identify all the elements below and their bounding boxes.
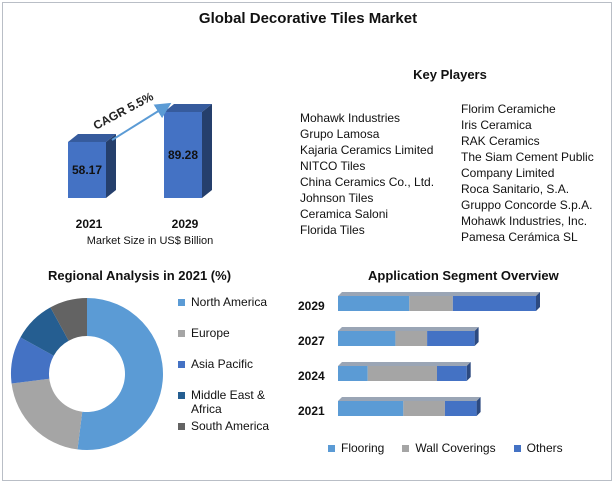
legend-label: Middle East & Africa [191, 388, 266, 416]
key-player-item: Florim Ceramiche [461, 102, 556, 116]
application-bar-top [338, 292, 540, 296]
legend-label: North America [191, 295, 268, 309]
application-year-label: 2024 [298, 369, 325, 383]
legend-swatch [178, 330, 185, 337]
application-bar-segment [338, 331, 396, 346]
legend-swatch [178, 361, 185, 368]
donut-slice [77, 298, 163, 450]
application-bar-chart: 2029 2027 2024 2021 [298, 292, 540, 418]
legend-swatch [402, 445, 410, 452]
application-legend-item: Flooring [328, 441, 384, 455]
regional-legend: North America Europe Asia Pacific Middle Ea… [178, 295, 288, 450]
application-bar-segment [427, 331, 475, 346]
application-bar-segment [437, 366, 467, 381]
key-players-col2: Florim Ceramiche Iris Ceramica RAK Ceramic… [461, 101, 594, 245]
key-player-item: Pamesa Cerámica SL [461, 230, 578, 244]
donut-slice [50, 298, 87, 341]
key-player-item: Florida Tiles [300, 223, 365, 237]
key-player-item: Mohawk Industries [300, 111, 401, 125]
legend-label: Others [526, 441, 563, 455]
cagr-label: CAGR 5.5% [91, 89, 156, 133]
application-bar-top [338, 397, 481, 401]
legend-swatch [178, 392, 185, 399]
application-year-label: 2021 [298, 404, 325, 418]
legend-label: Europe [191, 326, 230, 340]
application-legend-item: Others [513, 441, 563, 455]
key-player-item: Mohawk Industries, Inc. [461, 214, 588, 228]
application-bar-segment [338, 366, 368, 381]
key-player-item: Johnson Tiles [300, 191, 374, 205]
regional-donut-chart [11, 298, 163, 450]
application-heading: Application Segment Overview [368, 268, 559, 283]
application-bar-side [536, 292, 540, 311]
page-title: Global Decorative Tiles Market [198, 10, 418, 27]
key-player-item: Gruppo Concorde S.p.A. [461, 198, 593, 212]
application-bar-side [476, 397, 481, 416]
key-players-col1: Mohawk Industries Grupo Lamosa Kajaria Cer… [300, 110, 434, 238]
region-legend-item: South America [178, 419, 288, 433]
application-bar-segment [403, 401, 445, 416]
market-bar-side [106, 133, 116, 198]
application-bar-segment [395, 331, 428, 346]
legend-swatch [513, 445, 521, 452]
application-year-label: 2029 [298, 299, 325, 313]
key-player-item: The Siam Cement Public [461, 150, 594, 164]
application-bar-side [474, 327, 479, 346]
application-bar-segment [409, 296, 453, 311]
key-player-item: NITCO Tiles [300, 159, 366, 173]
legend-label: Asia Pacific [191, 357, 254, 371]
key-player-item: Grupo Lamosa [300, 127, 380, 141]
application-legend: Flooring Wall Coverings Others [328, 441, 563, 455]
market-bar-top [68, 133, 116, 142]
market-bar-top [164, 104, 212, 112]
market-bar-year: 2021 [76, 217, 103, 231]
region-legend-item: Asia Pacific [178, 357, 288, 371]
market-size-chart: 58.17 2021 89.28 2029 CAGR 5.5% [68, 89, 212, 231]
legend-swatch [178, 423, 185, 430]
application-bar-segment [444, 401, 477, 416]
application-legend-item: Wall Coverings [402, 441, 496, 455]
application-bar-segment [452, 296, 536, 311]
application-bar-side [466, 362, 471, 381]
market-bar-value: 89.28 [168, 148, 198, 162]
legend-swatch [328, 445, 335, 452]
key-player-item: China Ceramics Co., Ltd. [300, 175, 435, 189]
key-player-item: RAK Ceramics [461, 134, 540, 148]
donut-slice [11, 378, 83, 450]
cagr-arrow [111, 102, 172, 141]
region-legend-item: Europe [178, 326, 288, 340]
market-bar-side [202, 104, 212, 198]
donut-slice [11, 337, 54, 384]
donut-slice [20, 307, 69, 356]
legend-label: Flooring [341, 441, 385, 455]
market-size-caption: Market Size in US$ Billion [86, 235, 214, 247]
application-bar-segment [338, 401, 404, 416]
legend-label: South America [191, 419, 270, 433]
regional-heading: Regional Analysis in 2021 (%) [48, 268, 232, 283]
market-bar-year: 2029 [172, 217, 199, 231]
infographic-frame [2, 2, 612, 481]
key-players-heading: Key Players [413, 67, 487, 82]
legend-swatch [178, 299, 185, 306]
region-legend-item: Middle East & Africa [178, 388, 288, 416]
application-year-label: 2027 [298, 334, 325, 348]
market-bar-value: 58.17 [72, 163, 102, 177]
key-player-item: Roca Sanitario, S.A. [461, 182, 570, 196]
key-player-item: Company Limited [461, 166, 555, 180]
region-legend-item: North America [178, 295, 288, 309]
application-bar-segment [367, 366, 437, 381]
legend-label: Wall Coverings [415, 441, 496, 455]
market-bar [164, 112, 202, 198]
market-bar [68, 141, 106, 198]
key-player-item: Ceramica Saloni [300, 207, 389, 221]
application-bar-top [338, 327, 479, 331]
key-player-item: Iris Ceramica [461, 118, 532, 132]
application-bar-segment [338, 296, 410, 311]
key-player-item: Kajaria Ceramics Limited [300, 143, 434, 157]
application-bar-top [338, 362, 471, 366]
